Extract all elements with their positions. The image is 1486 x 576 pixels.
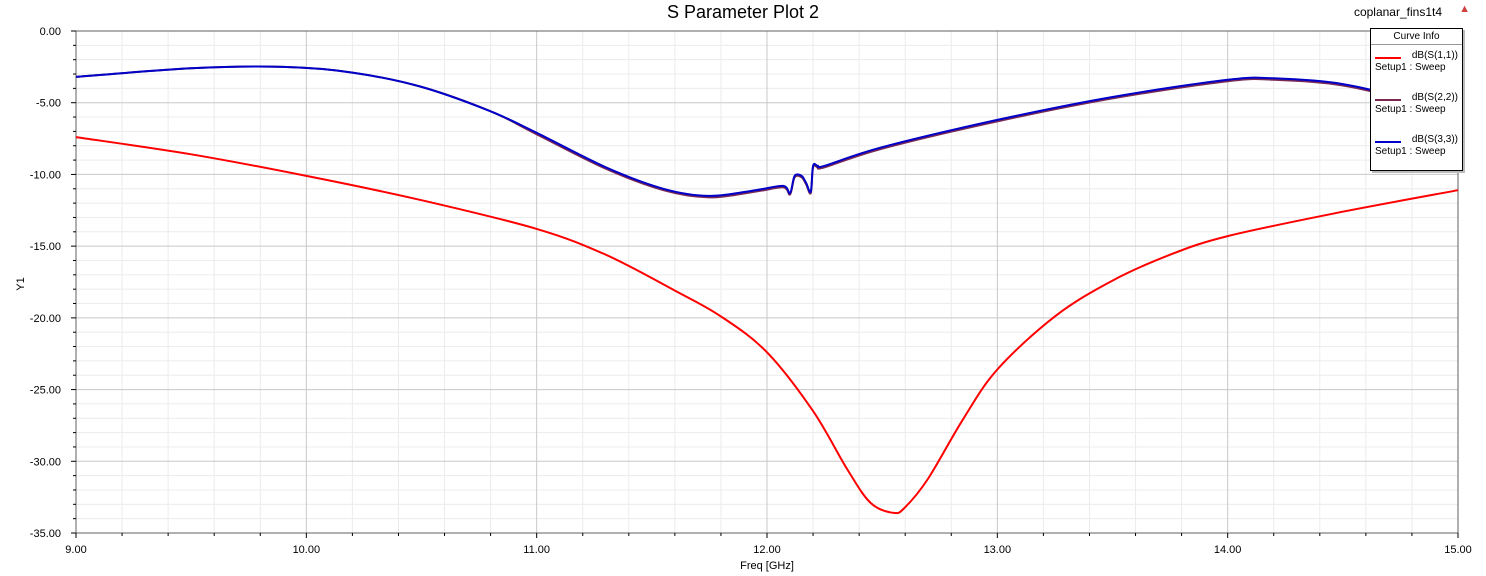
- legend-entry-name: dB(S(3,3)): [1411, 134, 1458, 145]
- legend-entry-name: dB(S(1,1)): [1411, 50, 1458, 61]
- x-tick-label: 11.00: [523, 544, 550, 556]
- y-tick-label: -20.00: [30, 313, 61, 325]
- y-tick-label: -35.00: [30, 528, 61, 540]
- x-axis-label: Freq [GHz]: [740, 560, 794, 572]
- legend-entry-setup: Setup1 : Sweep: [1375, 104, 1446, 115]
- legend-entry-name: dB(S(2,2)): [1411, 92, 1458, 103]
- y-tick-labels: 0.00 -5.00 -10.00 -15.00 -20.00 -25.00 -30.00 -…: [30, 26, 61, 540]
- ansys-logo-icon: ▲: [1459, 3, 1470, 15]
- major-gridlines: [75, 30, 1459, 534]
- legend-entry[interactable]: dB(S(3,3)) Setup1 : Sweep: [1371, 129, 1462, 171]
- legend-swatch: [1375, 57, 1401, 59]
- legend-title: Curve Info: [1371, 29, 1462, 45]
- x-tick-label: 13.00: [984, 544, 1012, 556]
- curve-info-legend[interactable]: Curve Info dB(S(1,1)) Setup1 : Sweep dB(…: [1370, 28, 1463, 171]
- legend-entry[interactable]: dB(S(2,2)) Setup1 : Sweep: [1371, 87, 1462, 129]
- series-layer[interactable]: [75, 65, 1459, 515]
- x-tick-label: 12.00: [753, 544, 781, 556]
- x-tick-label: 9.00: [65, 544, 86, 556]
- legend-entry-setup: Setup1 : Sweep: [1375, 146, 1446, 157]
- y-tick-label: -5.00: [36, 98, 61, 110]
- x-tick-labels: 9.00 10.00 11.00 12.00 13.00 14.00 15.00: [65, 544, 1471, 556]
- axis-ticks: [71, 30, 1459, 538]
- y-axis-label: Y1: [15, 277, 27, 290]
- project-name: coplanar_fins1t4: [1353, 5, 1442, 19]
- legend-swatch: [1375, 141, 1401, 143]
- series-line-3[interactable]: [75, 65, 1459, 197]
- x-tick-label: 15.00: [1444, 544, 1472, 556]
- y-tick-label: -15.00: [30, 241, 61, 253]
- plot-title: S Parameter Plot 2: [666, 2, 820, 22]
- series-line-1[interactable]: [75, 136, 1459, 515]
- legend-entry[interactable]: dB(S(1,1)) Setup1 : Sweep: [1371, 45, 1462, 87]
- y-tick-label: -10.00: [30, 169, 61, 181]
- x-tick-label: 10.00: [293, 544, 321, 556]
- legend-swatch: [1375, 99, 1401, 101]
- y-tick-label: -30.00: [30, 456, 61, 468]
- y-tick-label: -25.00: [30, 385, 61, 397]
- x-tick-label: 14.00: [1214, 544, 1242, 556]
- y-tick-label: 0.00: [40, 26, 61, 38]
- legend-entry-setup: Setup1 : Sweep: [1375, 62, 1446, 73]
